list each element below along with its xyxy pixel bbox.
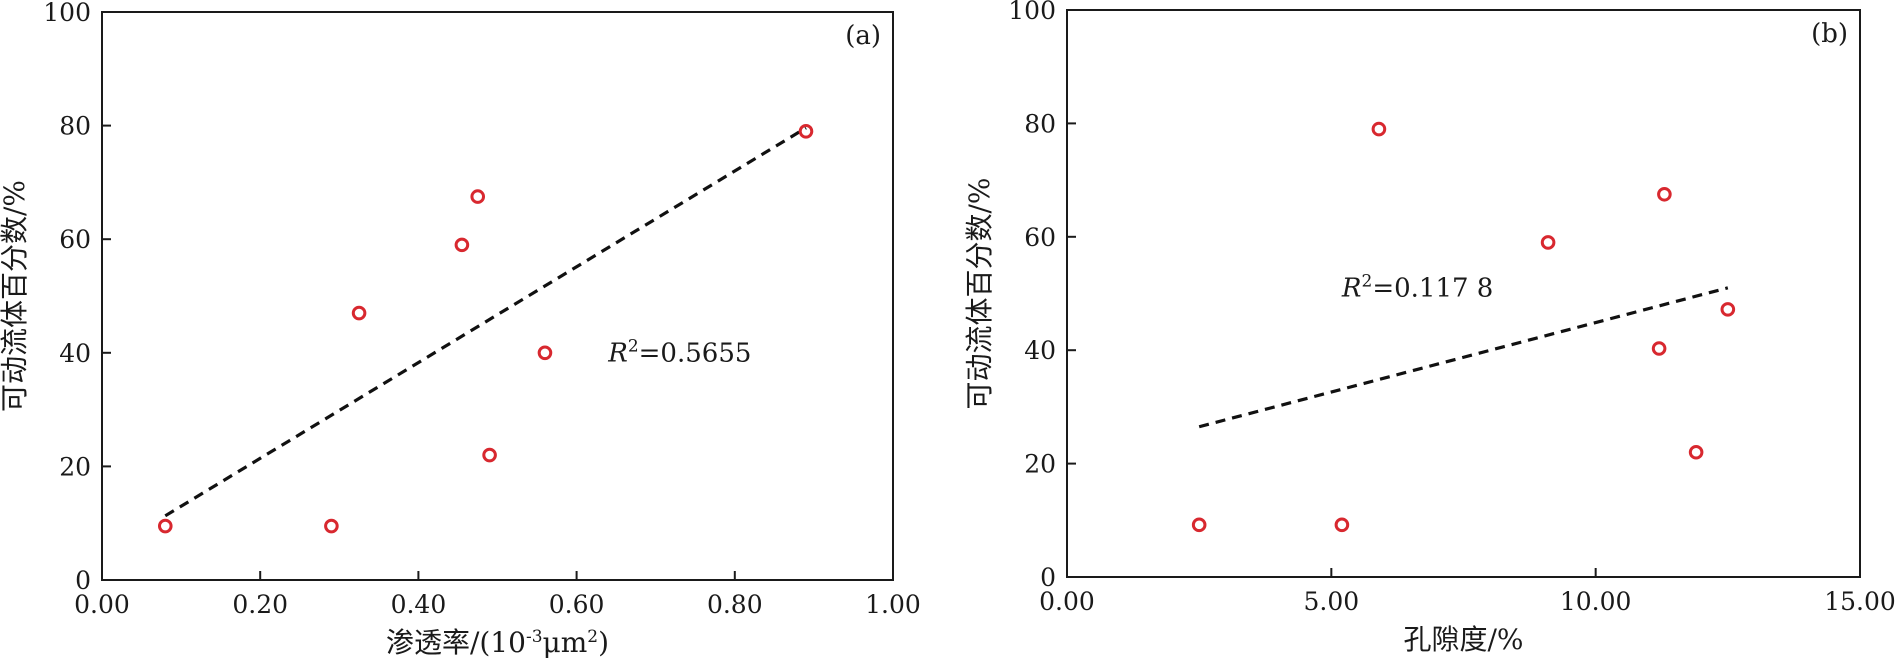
data-point [1720,302,1736,317]
x-tick-label: 1.00 [865,590,921,619]
x-tick-label: 5.00 [1303,587,1359,616]
x-tick-label: 0.40 [391,590,447,619]
x-axis-title: 孔隙度/% [1403,623,1523,656]
data-point [324,518,339,534]
y-tick-label: 80 [59,112,91,141]
r-squared-exponent: 2 [1361,271,1372,291]
x-tick-label: 10.00 [1560,587,1632,616]
data-point [1334,517,1350,533]
data-point [157,518,173,534]
r-squared-value: =0.5655 [639,338,752,368]
data-point [1371,121,1387,137]
x-tick-label: 0.60 [549,590,605,619]
data-point [1540,235,1556,250]
x-axis-title-xlabel-exp: -3 [526,627,543,647]
x-tick-label: 15.00 [1824,587,1896,616]
r-squared-exponent: 2 [628,336,639,356]
chart-panel-b: 0.00 5.00 10.00 15.00 0 20 40 60 80 100 可动流体百分数/% 孔… [963,0,1896,656]
y-tick-label: 40 [1024,336,1056,365]
r-squared-value: =0.117 8 [1372,273,1493,303]
x-axis-title-xlabel-close: ) [598,626,609,659]
y-tick-label: 100 [43,0,91,27]
data-point [798,123,814,139]
x-tick-label: 0.80 [707,590,763,619]
y-tick-label: 100 [1008,0,1056,25]
r-squared-symbol: R [607,338,628,368]
data-point [537,345,553,361]
data-point [470,189,486,204]
y-tick-label: 20 [1024,450,1056,479]
y-tick-label: 80 [1024,109,1056,138]
y-tick-label: 0 [1040,563,1056,592]
y-axis-title: 可动流体百分数/% [963,177,996,409]
x-axis-title-xlabel-main: 渗透率/(10 [386,626,526,659]
r-squared-label: R2=0.5655 [607,336,751,368]
plot-frame [1066,9,1861,578]
trendline [1198,286,1729,429]
x-axis-title-xlabel-unit: μm [543,626,588,659]
data-point [454,237,470,253]
data-point [1651,341,1667,356]
y-tick-label: 20 [59,452,91,481]
chart-panel-a: 0.00 0.20 0.40 0.60 0.80 1.00 0 20 40 60 80 100 可动流体… [0,0,921,659]
y-tick-label: 60 [1024,223,1056,252]
data-point [1688,444,1704,460]
panel-label: (a) [845,21,881,51]
x-tick-label: 0.00 [74,590,130,619]
r-squared-symbol: R [1341,273,1362,303]
plot-frame [101,11,894,581]
x-axis-title: 渗透率/(10-3μm2) [386,626,609,659]
x-tick-label: 0.00 [1039,587,1095,616]
trendline [164,126,807,518]
y-tick-label: 60 [59,225,91,254]
y-tick-label: 0 [75,566,91,595]
data-point [482,447,497,463]
data-point [351,305,367,321]
y-tick-label: 40 [59,339,91,368]
r-squared-label: R2=0.117 8 [1341,271,1493,303]
x-tick-label: 0.20 [232,590,288,619]
x-axis-title-xlabel-unit-exp: 2 [587,627,598,647]
data-point [1191,517,1207,533]
data-point [1657,186,1672,202]
y-axis-title: 可动流体百分数/% [0,180,31,412]
panel-label: (b) [1811,19,1848,49]
